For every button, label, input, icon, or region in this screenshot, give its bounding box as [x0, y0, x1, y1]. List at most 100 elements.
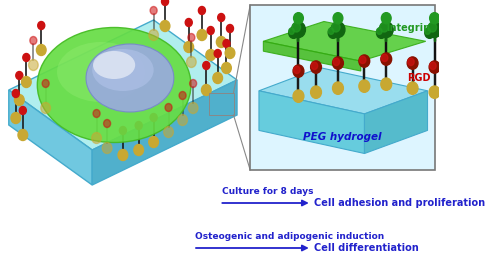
- Circle shape: [93, 109, 100, 117]
- Circle shape: [207, 26, 214, 34]
- Text: Cell differentiation: Cell differentiation: [314, 243, 419, 253]
- Circle shape: [468, 69, 479, 81]
- Circle shape: [288, 28, 294, 34]
- Circle shape: [188, 103, 198, 114]
- Circle shape: [178, 114, 188, 125]
- Ellipse shape: [92, 49, 154, 91]
- Ellipse shape: [93, 51, 135, 79]
- Circle shape: [41, 103, 50, 114]
- Circle shape: [218, 13, 224, 21]
- Circle shape: [135, 122, 142, 130]
- Circle shape: [23, 54, 30, 62]
- Text: PEG hydrogel: PEG hydrogel: [303, 132, 382, 142]
- Circle shape: [216, 37, 226, 48]
- Circle shape: [467, 22, 481, 38]
- Circle shape: [198, 7, 205, 15]
- Circle shape: [202, 84, 211, 95]
- Polygon shape: [264, 41, 361, 71]
- Circle shape: [469, 70, 476, 78]
- Circle shape: [118, 150, 128, 161]
- Text: Cell adhesion and proliferation: Cell adhesion and proliferation: [314, 198, 486, 208]
- Circle shape: [425, 28, 430, 34]
- Circle shape: [214, 50, 221, 57]
- Circle shape: [16, 72, 23, 79]
- Text: RGD: RGD: [406, 73, 430, 82]
- Circle shape: [332, 82, 344, 94]
- Circle shape: [311, 62, 318, 70]
- Circle shape: [184, 42, 194, 53]
- Circle shape: [203, 62, 210, 70]
- Circle shape: [30, 37, 37, 45]
- Circle shape: [381, 53, 392, 65]
- Circle shape: [179, 92, 186, 100]
- Polygon shape: [9, 90, 92, 185]
- Polygon shape: [264, 21, 426, 61]
- Ellipse shape: [57, 42, 145, 102]
- Circle shape: [20, 106, 26, 114]
- Circle shape: [430, 62, 436, 70]
- Circle shape: [380, 23, 388, 32]
- Circle shape: [381, 78, 392, 90]
- Circle shape: [226, 24, 234, 32]
- Circle shape: [149, 136, 158, 147]
- Circle shape: [92, 133, 102, 144]
- Circle shape: [331, 22, 345, 38]
- Circle shape: [186, 56, 196, 67]
- Circle shape: [160, 21, 170, 32]
- Circle shape: [162, 0, 168, 6]
- Circle shape: [429, 86, 440, 98]
- Circle shape: [225, 48, 235, 59]
- Circle shape: [310, 86, 322, 98]
- Ellipse shape: [38, 28, 191, 142]
- Circle shape: [190, 79, 196, 87]
- Circle shape: [328, 27, 338, 38]
- Circle shape: [382, 54, 388, 62]
- Polygon shape: [364, 91, 428, 153]
- Circle shape: [150, 114, 157, 122]
- Circle shape: [288, 27, 298, 38]
- Circle shape: [213, 73, 222, 84]
- Polygon shape: [9, 20, 237, 150]
- Circle shape: [12, 89, 20, 98]
- Circle shape: [430, 13, 440, 24]
- FancyBboxPatch shape: [250, 5, 434, 170]
- Circle shape: [464, 28, 470, 34]
- Circle shape: [197, 29, 206, 40]
- Circle shape: [376, 28, 382, 34]
- Circle shape: [292, 22, 306, 38]
- Circle shape: [468, 94, 479, 106]
- Text: Culture for 8 days: Culture for 8 days: [222, 187, 314, 196]
- Circle shape: [293, 65, 304, 77]
- Circle shape: [149, 29, 158, 40]
- Circle shape: [223, 40, 230, 48]
- Text: Osteogenic and adipogenic induction: Osteogenic and adipogenic induction: [195, 232, 384, 241]
- Circle shape: [407, 82, 418, 94]
- Circle shape: [428, 23, 436, 32]
- Circle shape: [328, 28, 334, 34]
- Circle shape: [359, 80, 370, 92]
- Ellipse shape: [86, 44, 174, 112]
- Circle shape: [104, 120, 110, 128]
- Circle shape: [120, 126, 126, 134]
- Circle shape: [464, 27, 474, 38]
- Circle shape: [102, 142, 112, 153]
- Circle shape: [14, 95, 24, 106]
- Circle shape: [292, 23, 300, 32]
- Circle shape: [333, 58, 340, 65]
- Circle shape: [164, 126, 173, 138]
- Polygon shape: [259, 68, 428, 114]
- Circle shape: [408, 58, 414, 65]
- Circle shape: [294, 13, 304, 24]
- Circle shape: [165, 103, 172, 111]
- Circle shape: [188, 34, 195, 42]
- Circle shape: [18, 130, 28, 141]
- Circle shape: [134, 144, 143, 155]
- Circle shape: [360, 56, 366, 64]
- Circle shape: [150, 7, 157, 15]
- Circle shape: [22, 76, 31, 87]
- Circle shape: [380, 22, 393, 38]
- Circle shape: [185, 18, 192, 26]
- Circle shape: [429, 61, 440, 73]
- Circle shape: [206, 50, 216, 60]
- Circle shape: [469, 13, 479, 24]
